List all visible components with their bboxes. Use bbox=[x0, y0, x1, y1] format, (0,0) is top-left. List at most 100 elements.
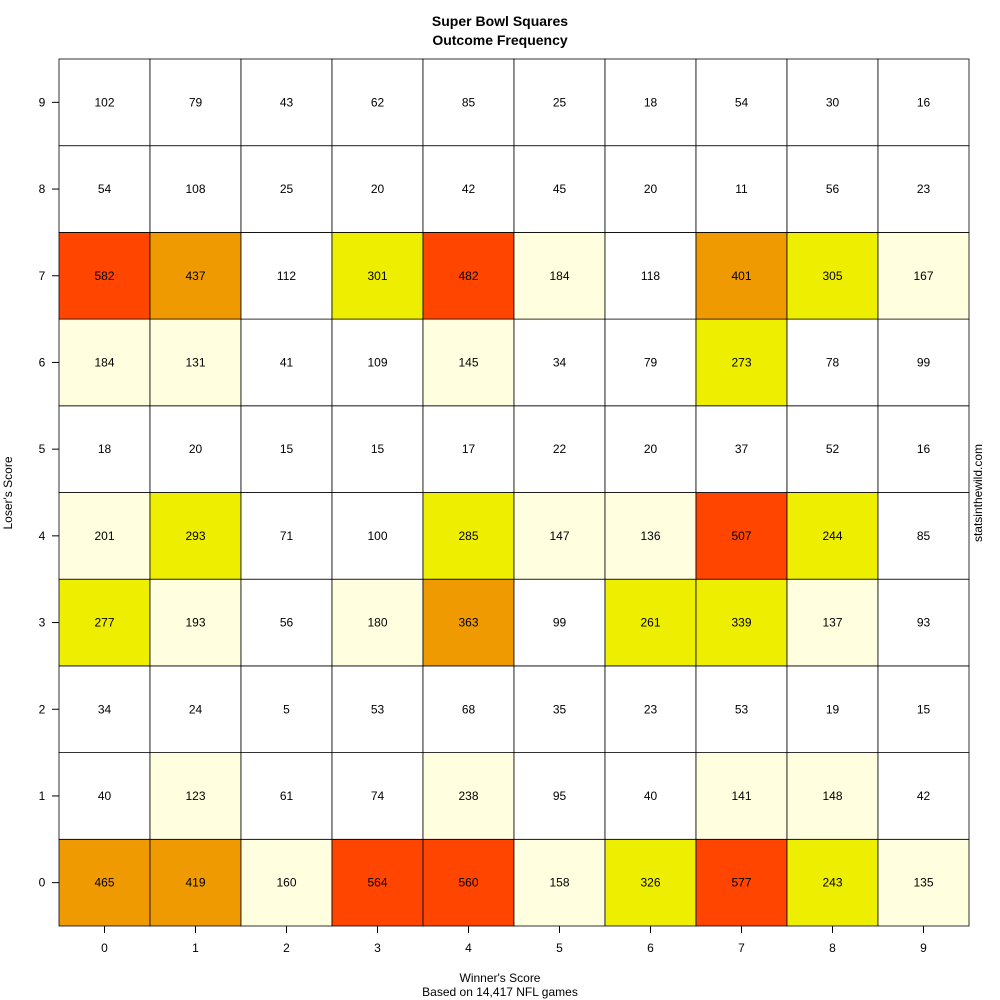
cell-value-label: 54 bbox=[735, 95, 749, 109]
y-tick-label: 1 bbox=[39, 789, 46, 803]
cell-value-label: 108 bbox=[185, 182, 205, 196]
cell-value-label: 15 bbox=[917, 702, 931, 716]
cell-value-label: 99 bbox=[917, 355, 931, 369]
y-tick-label: 7 bbox=[39, 269, 46, 283]
x-tick-label: 5 bbox=[556, 941, 563, 955]
heatmap-cell-w6-l6 bbox=[604, 318, 697, 407]
heatmap-cell-w7-l4 bbox=[695, 492, 788, 580]
cell-value-label: 112 bbox=[277, 269, 296, 283]
cell-value-label: 79 bbox=[644, 355, 658, 369]
heatmap-cell-w0-l0 bbox=[58, 838, 151, 927]
cell-value-label: 100 bbox=[367, 529, 387, 543]
x-axis-label: Winner's Score bbox=[459, 971, 541, 985]
cell-value-label: 22 bbox=[553, 442, 567, 456]
cell-value-label: 193 bbox=[185, 616, 205, 630]
heatmap-cell-w9-l2 bbox=[877, 665, 970, 754]
chart-title: Super Bowl Squares bbox=[431, 13, 569, 29]
x-tick-label: 1 bbox=[192, 941, 199, 955]
heatmap-cell-w4-l7 bbox=[422, 231, 515, 320]
heatmap-cell-w3-l9 bbox=[331, 58, 424, 147]
y-axis-label: Loser's Score bbox=[1, 456, 15, 530]
heatmap-cell-w7-l3 bbox=[695, 578, 788, 667]
heatmap-cell-w7-l8 bbox=[695, 145, 788, 233]
cell-value-label: 135 bbox=[913, 876, 933, 890]
cell-value-label: 184 bbox=[94, 355, 114, 369]
cell-value-label: 11 bbox=[735, 182, 748, 196]
heatmap-cell-w9-l7 bbox=[877, 231, 970, 320]
heatmap-cell-w1-l4 bbox=[149, 492, 242, 580]
cell-value-label: 56 bbox=[826, 182, 840, 196]
heatmap-cell-w5-l7 bbox=[513, 231, 606, 320]
heatmap-cell-w1-l8 bbox=[149, 145, 242, 233]
x-tick-label: 8 bbox=[829, 941, 836, 955]
y-tick-label: 4 bbox=[39, 529, 46, 543]
cell-value-label: 577 bbox=[731, 876, 751, 890]
heatmap-cell-w6-l0 bbox=[604, 838, 697, 927]
heatmap-cell-w0-l9 bbox=[58, 58, 151, 147]
cell-value-label: 40 bbox=[644, 789, 658, 803]
cell-value-label: 20 bbox=[644, 442, 658, 456]
cell-value-label: 42 bbox=[917, 789, 931, 803]
cell-value-label: 17 bbox=[462, 442, 476, 456]
heatmap-cell-w5-l4 bbox=[513, 492, 606, 580]
cell-value-label: 137 bbox=[822, 616, 842, 630]
heatmap-cell-w2-l2 bbox=[240, 665, 333, 754]
heatmap-cell-w1-l2 bbox=[149, 665, 242, 754]
cell-value-label: 25 bbox=[553, 95, 567, 109]
cell-value-label: 419 bbox=[185, 876, 205, 890]
heatmap-cell-w1-l5 bbox=[149, 405, 242, 493]
cell-value-label: 35 bbox=[553, 702, 567, 716]
heatmap-cell-w5-l9 bbox=[513, 58, 606, 147]
heatmap-cell-w8-l0 bbox=[786, 838, 879, 927]
heatmap-cell-w1-l7 bbox=[149, 231, 242, 320]
cell-value-label: 16 bbox=[917, 95, 931, 109]
cell-value-label: 93 bbox=[917, 616, 931, 630]
heatmap-cell-w3-l7 bbox=[331, 231, 424, 320]
cell-value-label: 118 bbox=[641, 269, 660, 283]
cell-value-label: 507 bbox=[731, 529, 751, 543]
heatmap-cell-w3-l0 bbox=[331, 838, 424, 927]
heatmap-cell-w1-l9 bbox=[149, 58, 242, 147]
heatmap-cell-w5-l1 bbox=[513, 752, 606, 840]
cell-value-label: 167 bbox=[913, 269, 933, 283]
cell-value-label: 71 bbox=[280, 529, 294, 543]
cell-value-label: 68 bbox=[462, 702, 476, 716]
cell-value-label: 54 bbox=[98, 182, 112, 196]
heatmap-cell-w5-l2 bbox=[513, 665, 606, 754]
cell-value-label: 19 bbox=[826, 702, 840, 716]
heatmap-cell-w4-l1 bbox=[422, 752, 515, 840]
heatmap-cell-w9-l4 bbox=[877, 492, 970, 580]
heatmap-cell-w6-l4 bbox=[604, 492, 697, 580]
cell-value-label: 123 bbox=[185, 789, 205, 803]
cell-value-label: 326 bbox=[640, 876, 660, 890]
heatmap-cell-w8-l5 bbox=[786, 405, 879, 493]
heatmap-cell-w3-l4 bbox=[331, 492, 424, 580]
cell-value-label: 261 bbox=[640, 616, 660, 630]
cell-value-label: 41 bbox=[280, 355, 294, 369]
heatmap-cell-w4-l9 bbox=[422, 58, 515, 147]
cell-value-label: 85 bbox=[917, 529, 931, 543]
heatmap-cell-w3-l5 bbox=[331, 405, 424, 493]
heatmap-cell-w2-l8 bbox=[240, 145, 333, 233]
heatmap-cell-w8-l7 bbox=[786, 231, 879, 320]
cell-value-label: 20 bbox=[371, 182, 385, 196]
heatmap-cell-w0-l4 bbox=[58, 492, 151, 580]
cell-value-label: 109 bbox=[367, 355, 387, 369]
cell-value-label: 42 bbox=[462, 182, 476, 196]
x-tick-label: 6 bbox=[647, 941, 654, 955]
cell-value-label: 18 bbox=[644, 95, 658, 109]
y-tick-label: 5 bbox=[39, 442, 46, 456]
heatmap-cell-w5-l8 bbox=[513, 145, 606, 233]
cell-value-label: 43 bbox=[280, 95, 294, 109]
y-tick-label: 6 bbox=[39, 355, 46, 369]
x-tick-label: 2 bbox=[283, 941, 290, 955]
cell-value-label: 147 bbox=[549, 529, 569, 543]
cell-value-label: 95 bbox=[553, 789, 567, 803]
heatmap-cell-w2-l4 bbox=[240, 492, 333, 580]
cell-value-label: 201 bbox=[94, 529, 114, 543]
heatmap-cell-w0-l3 bbox=[58, 578, 151, 667]
cell-value-label: 53 bbox=[735, 702, 749, 716]
heatmap-cell-w8-l2 bbox=[786, 665, 879, 754]
cell-value-label: 401 bbox=[731, 269, 751, 283]
cell-value-label: 18 bbox=[98, 442, 112, 456]
